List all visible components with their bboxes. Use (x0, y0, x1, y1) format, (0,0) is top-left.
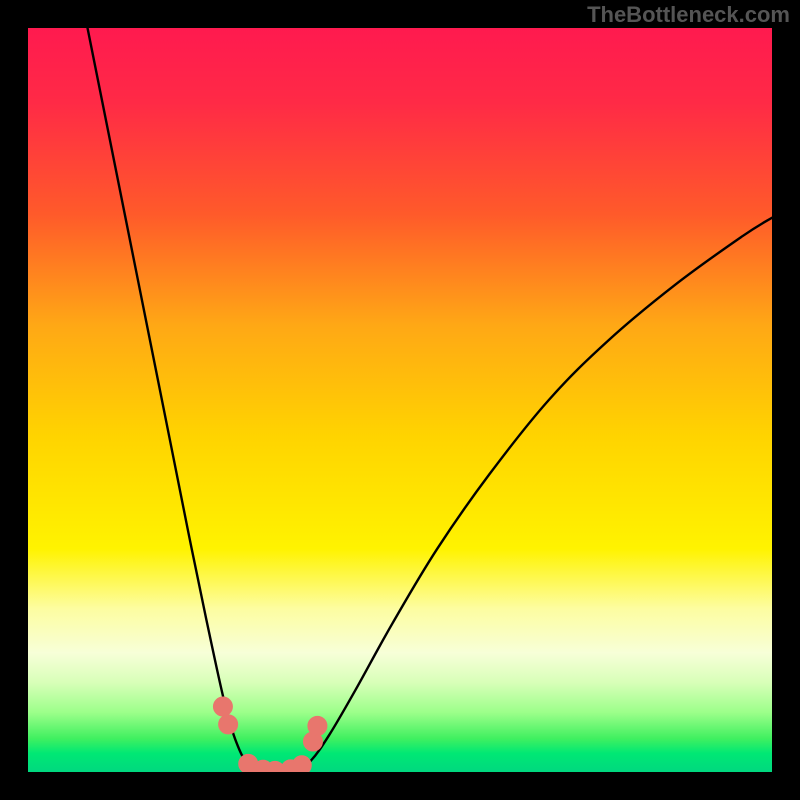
data-marker (292, 756, 311, 772)
watermark-text: TheBottleneck.com (587, 2, 790, 28)
data-marker (213, 697, 232, 716)
data-marker (219, 715, 238, 734)
plot-svg (28, 28, 772, 772)
gradient-background (28, 28, 772, 772)
data-marker (308, 716, 327, 735)
plot-area (28, 28, 772, 772)
